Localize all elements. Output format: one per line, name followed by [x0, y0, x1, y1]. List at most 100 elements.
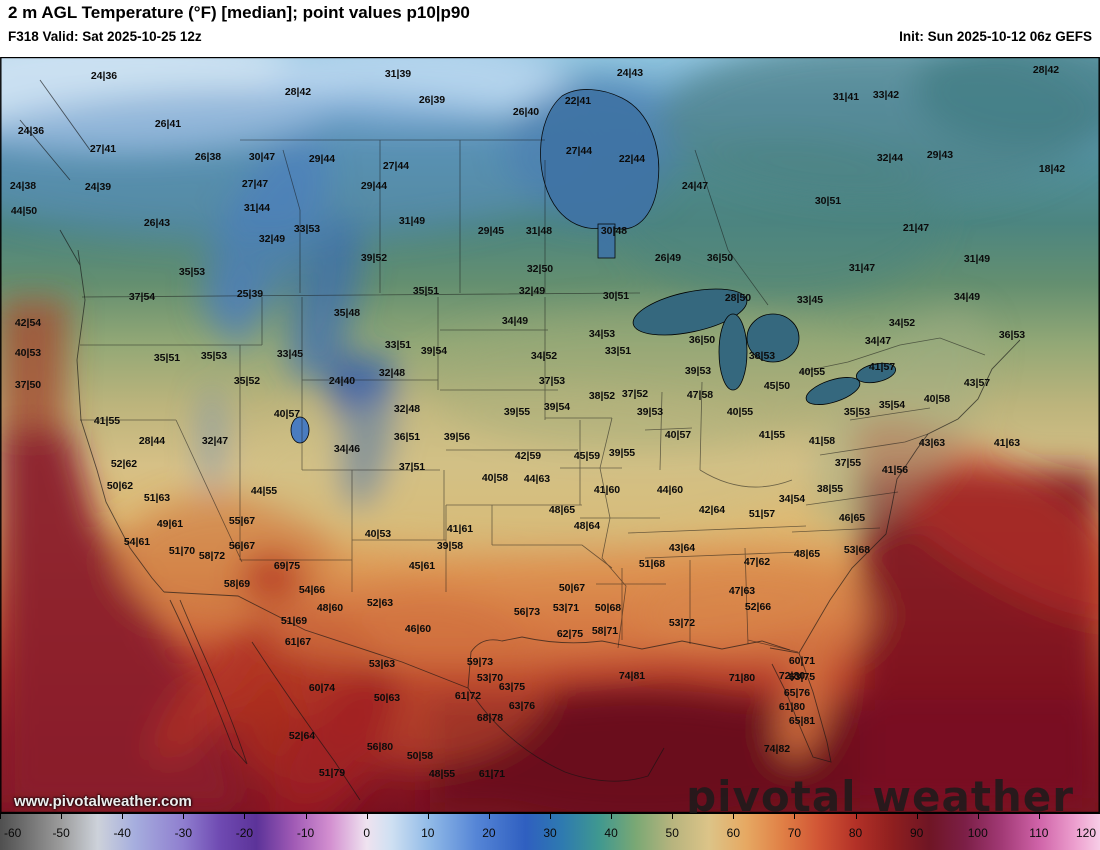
point-value: 41|55 — [94, 415, 120, 427]
point-value: 31|49 — [964, 253, 990, 265]
point-value: 74|81 — [619, 670, 645, 682]
point-value: 58|71 — [592, 625, 618, 637]
point-value: 56|73 — [514, 606, 540, 618]
point-value: 61|80 — [779, 701, 805, 713]
point-value: 33|42 — [873, 89, 899, 101]
point-value: 52|63 — [367, 597, 393, 609]
point-value: 52|62 — [111, 458, 137, 470]
colorbar-tick — [550, 814, 551, 819]
point-value: 41|56 — [882, 464, 908, 476]
point-value: 49|61 — [157, 518, 183, 530]
point-value: 21|47 — [903, 222, 929, 234]
colorbar-tick — [244, 814, 246, 819]
point-value: 38|52 — [589, 390, 615, 402]
point-value: 26|38 — [195, 151, 221, 163]
colorbar-tick — [1038, 814, 1040, 819]
point-value: 47|63 — [729, 585, 755, 597]
point-value: 24|36 — [18, 125, 44, 137]
point-value: 24|43 — [617, 67, 643, 79]
point-value: 32|49 — [519, 285, 545, 297]
point-value: 65|76 — [784, 687, 810, 699]
point-value: 28|50 — [725, 292, 751, 304]
point-value: 28|42 — [1033, 64, 1059, 76]
init-time-label: Init: Sun 2025-10-12 06z GEFS — [899, 29, 1092, 44]
point-value: 51|79 — [319, 767, 345, 779]
point-value: 41|63 — [994, 437, 1020, 449]
point-value: 45|61 — [409, 560, 435, 572]
point-value: 34|49 — [502, 315, 528, 327]
point-value: 63|76 — [509, 700, 535, 712]
point-value: 40|55 — [799, 366, 825, 378]
point-value: 36|50 — [707, 252, 733, 264]
point-value: 44|55 — [251, 485, 277, 497]
colorbar-tick — [855, 814, 857, 819]
colorbar-tick-label: -10 — [296, 825, 315, 840]
point-value: 28|44 — [139, 435, 165, 447]
lakes — [290, 89, 897, 444]
point-value: 35|54 — [879, 399, 905, 411]
point-value: 24|38 — [10, 180, 36, 192]
point-value: 30|51 — [603, 290, 629, 302]
point-value: 40|57 — [665, 429, 691, 441]
colorbar-tick-label: 100 — [967, 825, 988, 840]
colorbar-tick-label: 50 — [665, 825, 679, 840]
point-value: 32|50 — [527, 263, 553, 275]
colorbar: -60 -50 -40 -30 -20 -10 0 10 20 30 40 50 60 70 80 90 100… — [0, 813, 1100, 850]
point-value: 41|57 — [869, 361, 895, 373]
point-value: 53|68 — [844, 544, 870, 556]
point-value: 31|41 — [833, 91, 859, 103]
point-value: 34|47 — [865, 335, 891, 347]
colorbar-tick — [366, 814, 368, 819]
colorbar-ticks: -60 -50 -40 -30 -20 -10 0 10 20 30 40 50 60 70 80 90 100… — [0, 814, 1100, 850]
colorbar-tick-label: -20 — [235, 825, 254, 840]
point-value: 61|72 — [455, 690, 481, 702]
point-value: 72|80 — [779, 670, 805, 682]
point-value: 40|53 — [365, 528, 391, 540]
point-value: 50|63 — [374, 692, 400, 704]
point-value: 40|58 — [924, 393, 950, 405]
point-value: 27|47 — [242, 178, 268, 190]
point-value: 30|51 — [815, 195, 841, 207]
point-value: 25|39 — [237, 288, 263, 300]
point-value: 27|44 — [383, 160, 409, 172]
point-value: 37|55 — [835, 457, 861, 469]
point-value: 39|55 — [609, 447, 635, 459]
point-value: 50|58 — [407, 750, 433, 762]
point-value: 43|57 — [964, 377, 990, 389]
point-value: 46|60 — [405, 623, 431, 635]
point-value: 60|71 — [789, 655, 815, 667]
point-value: 29|43 — [927, 149, 953, 161]
point-value: 54|66 — [299, 584, 325, 596]
point-value: 31|47 — [849, 262, 875, 274]
point-value: 58|72 — [199, 550, 225, 562]
point-value: 32|44 — [877, 152, 903, 164]
point-value: 61|67 — [285, 636, 311, 648]
point-value: 31|48 — [526, 225, 552, 237]
point-value: 34|52 — [531, 350, 557, 362]
point-value: 34|49 — [954, 291, 980, 303]
colorbar-tick — [733, 814, 735, 819]
point-value: 55|67 — [229, 515, 255, 527]
point-value: 44|50 — [11, 205, 37, 217]
point-value: 30|48 — [601, 225, 627, 237]
point-value: 34|52 — [889, 317, 915, 329]
point-value: 35|52 — [234, 375, 260, 387]
colorbar-tick-label: 20 — [482, 825, 496, 840]
point-value: 51|68 — [639, 558, 665, 570]
colorbar-tick — [122, 814, 124, 819]
point-value: 42|59 — [515, 450, 541, 462]
point-value: 37|52 — [622, 388, 648, 400]
point-value: 47|62 — [744, 556, 770, 568]
point-value: 31|44 — [244, 202, 270, 214]
point-value: 52|66 — [745, 601, 771, 613]
header-bar: 2 m AGL Temperature (°F) [median]; point… — [0, 0, 1100, 57]
point-value: 37|50 — [15, 379, 41, 391]
point-value: 22|44 — [619, 153, 645, 165]
point-value: 47|58 — [687, 389, 713, 401]
point-value: 27|41 — [90, 143, 116, 155]
point-value: 35|53 — [179, 266, 205, 278]
point-value: 36|51 — [394, 431, 420, 443]
colorbar-tick-label: 60 — [726, 825, 741, 840]
